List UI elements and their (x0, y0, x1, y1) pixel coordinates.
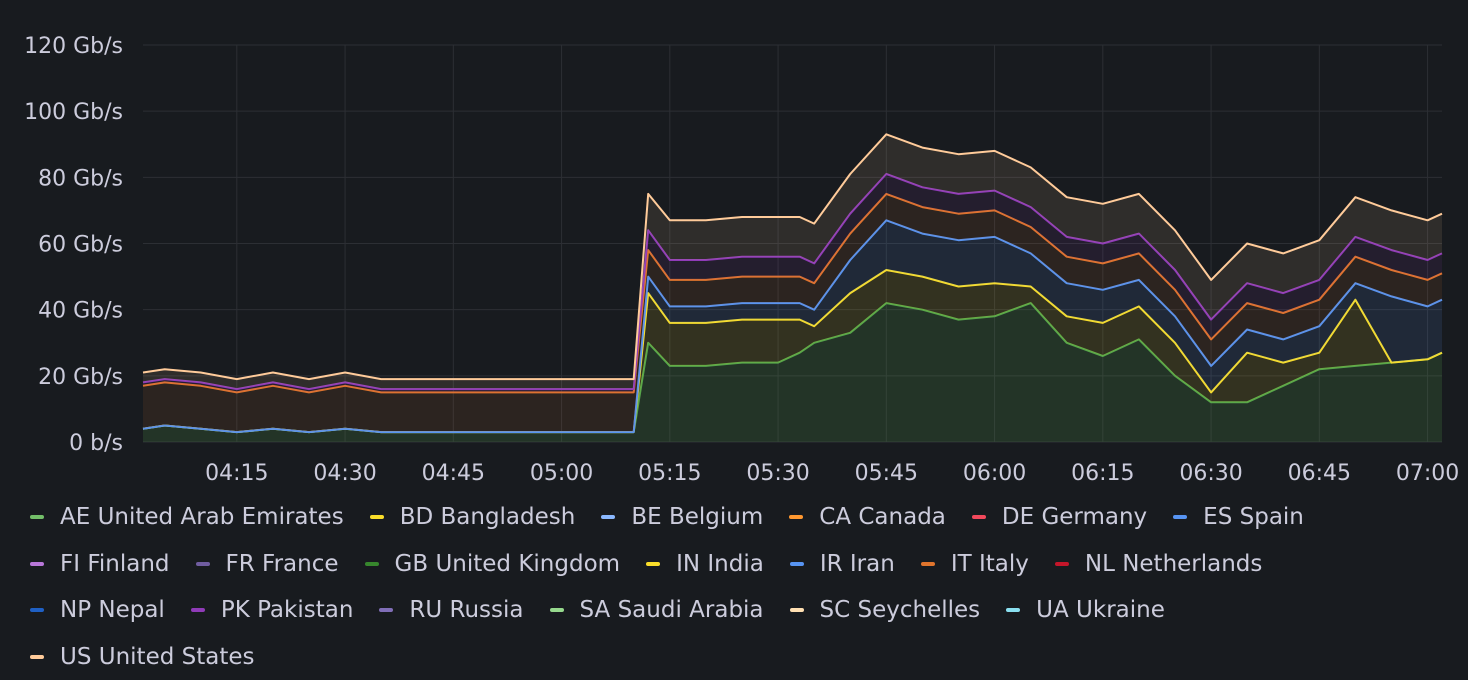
x-tick-label: 05:00 (530, 461, 593, 486)
legend-item[interactable]: GB United Kingdom (365, 551, 621, 577)
legend-label: SA Saudi Arabia (580, 597, 764, 623)
legend-item[interactable]: BE Belgium (601, 504, 763, 530)
legend-label: US United States (60, 644, 255, 670)
legend-swatch (601, 515, 615, 519)
legend-label: IR Iran (820, 551, 895, 577)
legend-label: DE Germany (1002, 504, 1147, 530)
legend-swatch (379, 608, 393, 612)
x-tick-label: 04:45 (422, 461, 485, 486)
legend-swatch (196, 562, 210, 566)
legend-row: NP Nepal PK Pakistan RU Russia SA Saudi Ara… (30, 587, 1460, 634)
y-tick-label: 60 Gb/s (38, 233, 123, 258)
legend-swatch (550, 608, 564, 612)
legend-item[interactable]: IR Iran (790, 551, 895, 577)
legend-swatch (790, 562, 804, 566)
legend-swatch (191, 608, 205, 612)
legend-item[interactable]: FI Finland (30, 551, 170, 577)
legend-item[interactable]: UA Ukraine (1006, 597, 1165, 623)
legend-label: NP Nepal (60, 597, 165, 623)
x-tick-label: 06:45 (1288, 461, 1351, 486)
traffic-chart[interactable]: 0 b/s 20 Gb/s 40 Gb/s 60 Gb/s 80 Gb/s 100 Gb/… (0, 0, 1468, 490)
legend-item[interactable]: RU Russia (379, 597, 523, 623)
x-tick-label: 06:00 (963, 461, 1026, 486)
legend-label: IT Italy (951, 551, 1029, 577)
legend-swatch (790, 608, 804, 612)
legend-label: UA Ukraine (1036, 597, 1165, 623)
legend-item[interactable]: IN India (646, 551, 764, 577)
legend-swatch (789, 515, 803, 519)
legend-swatch (1173, 515, 1187, 519)
legend: AE United Arab Emirates BD Bangladesh BE B… (30, 494, 1460, 680)
legend-swatch (972, 515, 986, 519)
legend-item[interactable]: BD Bangladesh (370, 504, 576, 530)
legend-label: FR France (226, 551, 339, 577)
x-tick-label: 05:45 (855, 461, 918, 486)
legend-item[interactable]: DE Germany (972, 504, 1147, 530)
legend-item[interactable]: IT Italy (921, 551, 1029, 577)
x-axis: 04:15 04:30 04:45 05:00 05:15 05:30 05:45 06:00… (205, 461, 1459, 486)
legend-item[interactable]: NP Nepal (30, 597, 165, 623)
legend-item[interactable]: SC Seychelles (790, 597, 981, 623)
legend-item[interactable]: CA Canada (789, 504, 946, 530)
x-tick-label: 07:00 (1396, 461, 1459, 486)
x-tick-label: 06:30 (1179, 461, 1242, 486)
x-tick-label: 06:15 (1071, 461, 1134, 486)
legend-item[interactable]: ES Spain (1173, 504, 1304, 530)
x-tick-label: 04:30 (313, 461, 376, 486)
legend-swatch (30, 562, 44, 566)
legend-label: GB United Kingdom (395, 551, 621, 577)
legend-swatch (30, 608, 44, 612)
legend-swatch (921, 562, 935, 566)
legend-item[interactable]: NL Netherlands (1055, 551, 1263, 577)
legend-row: FI Finland FR France GB United Kingdom IN I… (30, 541, 1460, 588)
legend-label: ES Spain (1203, 504, 1304, 530)
legend-row: AE United Arab Emirates BD Bangladesh BE B… (30, 494, 1460, 541)
legend-label: AE United Arab Emirates (60, 504, 344, 530)
legend-label: BE Belgium (631, 504, 763, 530)
legend-row: US United States (30, 634, 1460, 680)
legend-swatch (365, 562, 379, 566)
y-tick-label: 120 Gb/s (24, 34, 123, 59)
legend-swatch (30, 515, 44, 519)
legend-label: CA Canada (819, 504, 946, 530)
x-tick-label: 05:15 (638, 461, 701, 486)
legend-swatch (370, 515, 384, 519)
y-tick-label: 40 Gb/s (38, 299, 123, 324)
x-tick-label: 05:30 (746, 461, 809, 486)
legend-label: SC Seychelles (820, 597, 981, 623)
legend-label: IN India (676, 551, 764, 577)
x-tick-label: 04:15 (205, 461, 268, 486)
y-tick-label: 20 Gb/s (38, 365, 123, 390)
legend-item[interactable]: AE United Arab Emirates (30, 504, 344, 530)
legend-item[interactable]: SA Saudi Arabia (550, 597, 764, 623)
legend-swatch (1006, 608, 1020, 612)
legend-item[interactable]: US United States (30, 644, 255, 670)
y-axis: 0 b/s 20 Gb/s 40 Gb/s 60 Gb/s 80 Gb/s 100 Gb/… (24, 34, 123, 456)
legend-swatch (646, 562, 660, 566)
y-tick-label: 100 Gb/s (24, 100, 123, 125)
legend-swatch (30, 655, 44, 659)
legend-item[interactable]: FR France (196, 551, 339, 577)
stacked-areas (143, 134, 1442, 442)
y-tick-label: 80 Gb/s (38, 166, 123, 191)
legend-label: PK Pakistan (221, 597, 354, 623)
legend-swatch (1055, 562, 1069, 566)
legend-item[interactable]: PK Pakistan (191, 597, 354, 623)
legend-label: FI Finland (60, 551, 170, 577)
legend-label: NL Netherlands (1085, 551, 1263, 577)
legend-label: BD Bangladesh (400, 504, 576, 530)
y-tick-label: 0 b/s (69, 431, 123, 456)
legend-label: RU Russia (409, 597, 523, 623)
